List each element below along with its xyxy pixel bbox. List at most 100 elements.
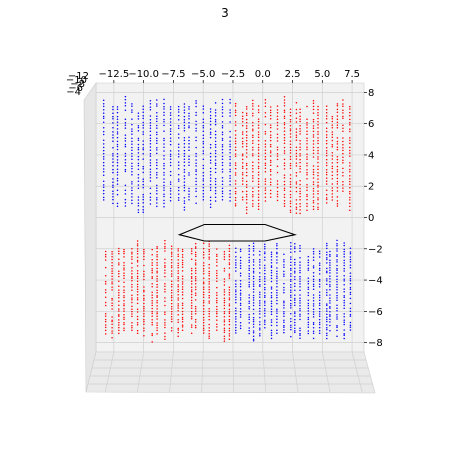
- data-point: [150, 155, 152, 157]
- data-point: [253, 264, 255, 266]
- data-point: [177, 267, 179, 269]
- data-point: [178, 111, 180, 113]
- data-point: [170, 115, 172, 117]
- data-point: [290, 281, 292, 283]
- data-point: [171, 303, 173, 305]
- data-point: [208, 264, 210, 266]
- data-point: [131, 316, 133, 318]
- data-point: [208, 271, 210, 273]
- data-point: [235, 289, 237, 291]
- data-point: [184, 169, 186, 171]
- data-point: [296, 208, 298, 210]
- data-point: [329, 260, 331, 262]
- data-point: [191, 307, 193, 309]
- data-point: [111, 316, 113, 318]
- data-point: [294, 322, 296, 324]
- data-point: [343, 313, 345, 315]
- data-point: [170, 162, 172, 164]
- data-point: [326, 292, 328, 294]
- data-point: [349, 108, 351, 110]
- data-point: [222, 127, 224, 129]
- data-point: [203, 305, 205, 307]
- data-point: [203, 297, 205, 299]
- data-point: [283, 275, 285, 277]
- data-point: [137, 316, 139, 318]
- data-point: [118, 308, 120, 310]
- data-point: [306, 194, 308, 196]
- data-point: [125, 202, 127, 204]
- data-point: [235, 193, 237, 195]
- data-point: [235, 280, 237, 282]
- data-point: [332, 183, 334, 185]
- data-point: [313, 265, 315, 267]
- data-point: [177, 310, 179, 312]
- data-point: [177, 254, 179, 256]
- data-point: [264, 324, 266, 326]
- z-tick-label: 2: [368, 182, 374, 193]
- data-point: [258, 140, 260, 142]
- data-point: [258, 156, 260, 158]
- data-point: [164, 324, 166, 326]
- data-point: [270, 118, 272, 120]
- data-point: [229, 200, 231, 202]
- data-point: [306, 149, 308, 151]
- data-point: [252, 125, 254, 127]
- data-point: [299, 213, 301, 215]
- data-point: [326, 174, 328, 176]
- data-point: [151, 294, 153, 296]
- data-point: [264, 251, 266, 253]
- data-point: [195, 283, 197, 285]
- data-point: [105, 327, 107, 329]
- data-point: [253, 299, 255, 301]
- data-point: [229, 297, 231, 299]
- data-point: [343, 333, 345, 335]
- data-point: [224, 256, 226, 258]
- data-point: [290, 300, 292, 302]
- data-point: [240, 272, 242, 274]
- data-point: [350, 264, 352, 266]
- data-point: [349, 124, 351, 126]
- data-point: [337, 124, 339, 126]
- data-point: [284, 134, 286, 136]
- data-point: [216, 259, 218, 261]
- data-point: [191, 283, 193, 285]
- data-point: [240, 283, 242, 285]
- data-point: [284, 127, 286, 128]
- data-point: [277, 191, 279, 193]
- data-point: [326, 189, 328, 191]
- data-point: [222, 187, 224, 189]
- data-point: [235, 109, 237, 111]
- data-point: [294, 313, 296, 315]
- data-point: [182, 276, 184, 278]
- data-point: [306, 189, 308, 191]
- data-point: [271, 321, 273, 323]
- data-point: [294, 248, 296, 250]
- data-point: [171, 246, 173, 248]
- data-point: [195, 268, 197, 270]
- data-point: [138, 205, 140, 207]
- data-point: [252, 203, 254, 205]
- data-point: [336, 278, 338, 280]
- data-point: [150, 188, 152, 190]
- data-point: [319, 253, 321, 255]
- data-point: [188, 113, 190, 115]
- data-point: [137, 332, 139, 334]
- data-point: [290, 178, 292, 180]
- data-point: [290, 149, 292, 151]
- data-point: [296, 187, 298, 189]
- data-point: [137, 330, 139, 332]
- data-point: [184, 106, 186, 108]
- data-point: [240, 265, 242, 267]
- data-point: [270, 169, 272, 171]
- data-point: [248, 297, 250, 299]
- data-point: [117, 178, 119, 180]
- data-point: [277, 146, 279, 148]
- data-point: [326, 313, 328, 315]
- data-point: [336, 259, 338, 261]
- data-point: [182, 314, 184, 316]
- data-point: [252, 194, 254, 196]
- data-point: [184, 185, 186, 187]
- data-point: [131, 137, 133, 139]
- data-point: [264, 305, 266, 307]
- data-point: [283, 327, 285, 329]
